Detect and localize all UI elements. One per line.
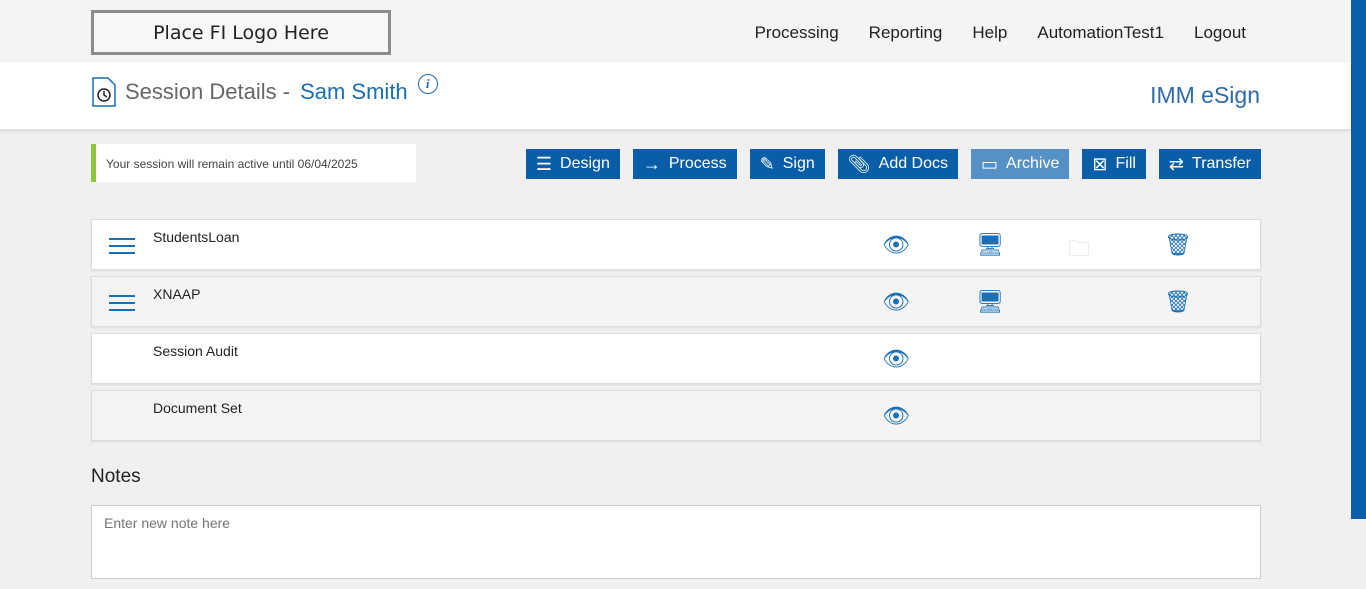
drag-handle-icon[interactable] bbox=[109, 295, 135, 316]
process-button[interactable]: → Process bbox=[632, 149, 737, 179]
arrow-right-icon: → bbox=[642, 153, 661, 174]
item-label: Session Audit bbox=[153, 343, 238, 359]
nav-help[interactable]: Help bbox=[972, 23, 1008, 42]
view-icon[interactable]: 👁︎ bbox=[882, 232, 910, 257]
page-title: Session Details - bbox=[125, 79, 291, 104]
list-item: XNAAP 👁︎ 🖥︎ 🗑︎ bbox=[91, 276, 1261, 327]
info-icon[interactable]: i bbox=[417, 74, 438, 94]
nav-logout[interactable]: Logout bbox=[1194, 23, 1246, 42]
design-button[interactable]: ☰ Design bbox=[525, 149, 620, 179]
add-docs-button[interactable]: 📎︎ Add Docs bbox=[837, 149, 959, 179]
nav-user[interactable]: AutomationTest1 bbox=[1037, 23, 1164, 42]
fill-doc-icon: ⊠ bbox=[1092, 153, 1108, 174]
monitor-icon[interactable]: 🖥︎ bbox=[976, 232, 1004, 257]
archive-button[interactable]: ▭ Archive bbox=[971, 149, 1070, 179]
scrollbar[interactable] bbox=[1351, 0, 1366, 519]
document-list: StudentsLoan 👁︎ 🖥︎ 🗀︎ 🗑︎ XNAAP 👁︎ 🖥︎ 🗑︎ … bbox=[91, 219, 1261, 447]
pen-icon: ✎ bbox=[759, 153, 775, 174]
page-header: Session Details - Sam Smith i IMM eSign bbox=[0, 62, 1351, 129]
view-icon[interactable]: 👁︎ bbox=[882, 346, 910, 371]
main-nav: Processing Reporting Help AutomationTest… bbox=[755, 23, 1246, 43]
folder-icon: ▭ bbox=[981, 153, 999, 174]
view-icon[interactable]: 👁︎ bbox=[882, 403, 910, 428]
drag-handle-icon[interactable] bbox=[109, 238, 135, 259]
brand-name: IMM eSign bbox=[1150, 82, 1260, 108]
item-label: Document Set bbox=[153, 400, 242, 416]
view-icon[interactable]: 👁︎ bbox=[882, 289, 910, 314]
list-item: StudentsLoan 👁︎ 🖥︎ 🗀︎ 🗑︎ bbox=[91, 219, 1261, 270]
paperclip-icon: 📎︎ bbox=[847, 153, 871, 174]
notes-heading: Notes bbox=[91, 466, 141, 487]
customer-name[interactable]: Sam Smith bbox=[300, 79, 408, 104]
nav-processing[interactable]: Processing bbox=[754, 23, 839, 42]
session-history-icon bbox=[92, 77, 116, 107]
trash-icon[interactable]: 🗑︎ bbox=[1164, 232, 1192, 257]
item-label: XNAAP bbox=[153, 286, 201, 302]
list-item: Document Set 👁︎ bbox=[91, 390, 1261, 441]
transfer-icon: ⇄ bbox=[1168, 153, 1185, 174]
monitor-icon[interactable]: 🖥︎ bbox=[976, 289, 1004, 314]
logo: Place FI Logo Here bbox=[91, 10, 391, 55]
list-doc-icon: ☰ bbox=[535, 153, 553, 174]
item-label: StudentsLoan bbox=[153, 229, 240, 245]
session-notice: Your session will remain active until 06… bbox=[91, 144, 416, 182]
top-bar: Place FI Logo Here Processing Reporting … bbox=[0, 0, 1366, 62]
folder-icon: 🗀︎ bbox=[1068, 236, 1091, 261]
fill-button[interactable]: ⊠ Fill bbox=[1082, 149, 1146, 179]
nav-reporting[interactable]: Reporting bbox=[868, 23, 943, 42]
sign-button[interactable]: ✎ Sign bbox=[749, 149, 825, 179]
list-item: Session Audit 👁︎ bbox=[91, 333, 1261, 384]
transfer-button[interactable]: ⇄ Transfer bbox=[1158, 149, 1261, 179]
trash-icon[interactable]: 🗑︎ bbox=[1164, 289, 1192, 314]
notes-input[interactable] bbox=[91, 505, 1261, 579]
